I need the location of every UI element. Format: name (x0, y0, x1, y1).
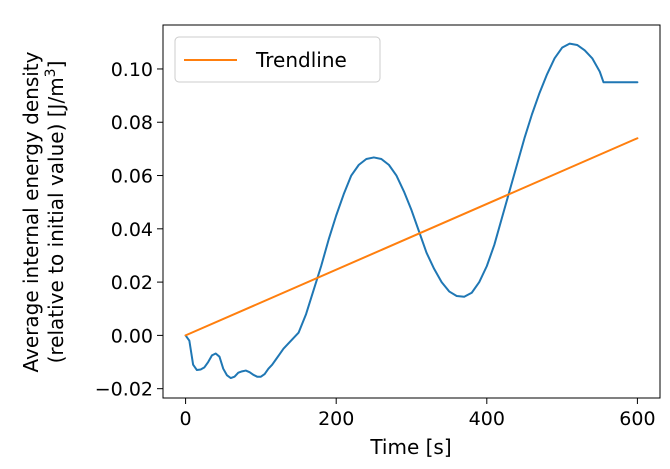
y-axis-label-superscript: 3 (43, 68, 59, 77)
x-tick-label: 400 (469, 408, 505, 430)
legend-box (174, 36, 381, 83)
y-axis-ticks: −0.02 0.00 0.02 0.04 0.06 0.08 0.10 (95, 59, 163, 401)
legend-label-trendline: Trendline (255, 48, 347, 72)
x-tick-label: 0 (180, 408, 192, 430)
series-line-trendline (184, 137, 639, 337)
y-axis-label-line2: (relative to initial value) [J/m3] (43, 61, 68, 364)
y-tick-label: 0.00 (111, 325, 153, 347)
x-axis-label: Time [s] (369, 435, 451, 459)
plot-frame (162, 24, 661, 399)
series-line-energy (184, 42, 639, 380)
y-tick-label: 0.06 (111, 166, 153, 188)
x-axis-ticks: 0 200 400 600 (180, 398, 656, 430)
x-tick-label: 600 (619, 408, 655, 430)
y-axis-label-line2-prefix: (relative to initial value) [J/m (44, 77, 68, 363)
series-group (184, 42, 639, 380)
y-axis-label: Average internal energy density (relativ… (19, 51, 68, 372)
y-tick-label: 0.02 (111, 272, 153, 294)
y-tick-label: 0.04 (111, 219, 153, 241)
x-tick-label: 200 (318, 408, 354, 430)
y-axis-label-line2-suffix: ] (44, 61, 68, 69)
y-tick-label: 0.10 (111, 59, 153, 81)
y-axis-label-line1: Average internal energy density (19, 51, 43, 372)
y-tick-label: 0.08 (111, 112, 153, 134)
y-tick-label: −0.02 (95, 379, 153, 401)
legend: Trendline (174, 36, 381, 83)
